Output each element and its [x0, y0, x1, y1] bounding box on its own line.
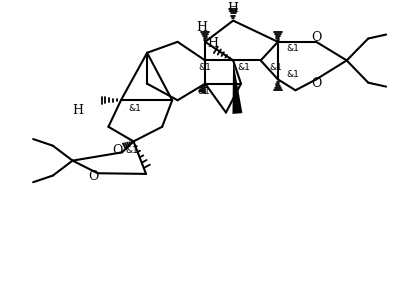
Text: &1: &1 [198, 63, 211, 72]
Text: O: O [311, 77, 322, 90]
Text: &1: &1 [128, 104, 141, 113]
Text: O: O [112, 144, 122, 157]
Text: &1: &1 [126, 146, 139, 154]
Polygon shape [232, 60, 242, 114]
Text: &1: &1 [287, 70, 300, 79]
Text: &1: &1 [238, 63, 250, 72]
Text: H: H [207, 37, 218, 50]
Text: &1: &1 [197, 87, 210, 96]
Text: H: H [196, 21, 207, 34]
Text: O: O [88, 170, 99, 183]
Text: &1: &1 [287, 44, 300, 53]
Text: O: O [311, 31, 322, 44]
Text: &1: &1 [269, 63, 282, 72]
Text: H: H [72, 104, 84, 117]
Text: H: H [228, 1, 239, 15]
